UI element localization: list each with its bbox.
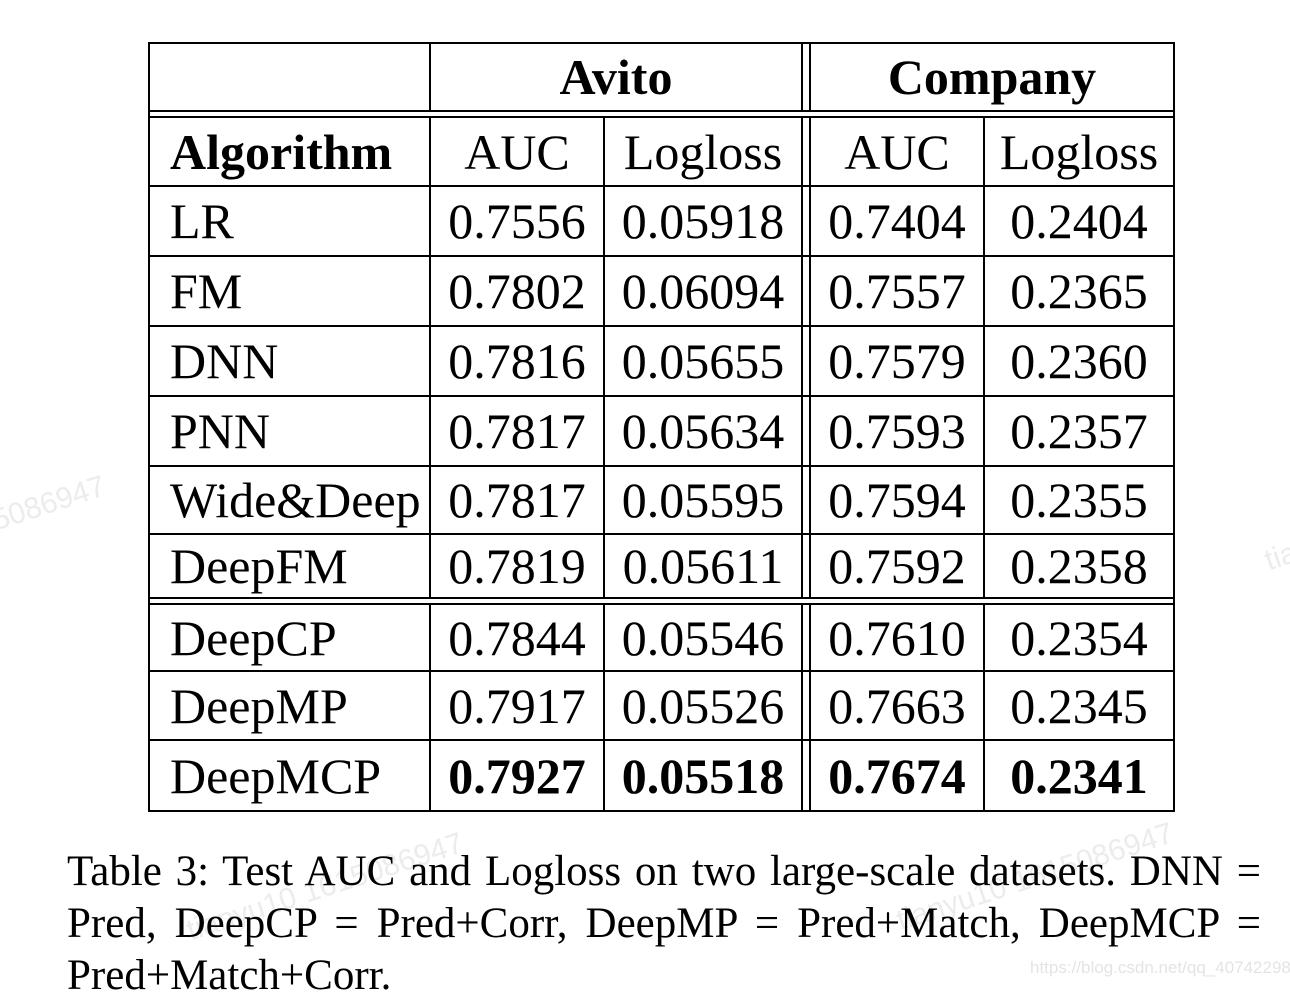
algorithm-name: DeepMP xyxy=(150,672,431,741)
value-avito-auc: 0.7917 xyxy=(431,672,605,741)
double-rule-spacer xyxy=(801,397,811,467)
column-header-company-logloss: Logloss xyxy=(985,118,1173,187)
watermark-user-text: tianyu10 1615086947 xyxy=(0,469,110,591)
value-company-auc: 0.7592 xyxy=(811,535,985,597)
value-company-logloss: 0.2365 xyxy=(985,257,1173,327)
double-rule-spacer xyxy=(801,672,811,741)
value-avito-auc: 0.7817 xyxy=(431,467,605,535)
value-avito-auc: 0.7802 xyxy=(431,257,605,327)
value-company-auc: 0.7557 xyxy=(811,257,985,327)
value-avito-auc: 0.7844 xyxy=(431,605,605,672)
value-company-logloss: 0.2357 xyxy=(985,397,1173,467)
algorithm-name: Wide&Deep xyxy=(150,467,431,535)
value-avito-auc: 0.7816 xyxy=(431,327,605,397)
value-avito-auc-best: 0.7927 xyxy=(431,741,605,810)
value-avito-auc: 0.7819 xyxy=(431,535,605,597)
value-company-auc: 0.7593 xyxy=(811,397,985,467)
caption-line: Table 3: Test AUC and Logloss on two lar… xyxy=(67,848,1261,895)
value-avito-logloss: 0.05611 xyxy=(622,538,784,594)
caption-line: Pred+Match+Corr. xyxy=(67,952,392,996)
value-avito-logloss: 0.05918 xyxy=(605,187,801,257)
value-avito-logloss-best: 0.05518 xyxy=(621,747,785,804)
value-avito-logloss: 0.05546 xyxy=(605,605,801,672)
value-company-logloss: 0.2354 xyxy=(985,605,1173,672)
column-header-avito-logloss: Logloss xyxy=(605,118,801,187)
value-company-auc: 0.7404 xyxy=(811,187,985,257)
value-company-logloss: 0.2358 xyxy=(1010,538,1148,594)
value-avito-logloss: 0.05595 xyxy=(605,467,801,535)
corner-empty-cell xyxy=(150,44,431,110)
double-rule-spacer xyxy=(801,535,811,597)
algorithm-name: DeepMCP xyxy=(150,741,431,810)
algorithm-name: DeepFM xyxy=(150,535,431,597)
value-avito-auc: 0.7556 xyxy=(431,187,605,257)
value-company-logloss-best: 0.2341 xyxy=(1010,747,1148,804)
results-table: Avito Company Algorithm AUC Logloss AUC … xyxy=(148,42,1175,812)
watermark-user-text: tianyu10 1615086947 xyxy=(1260,457,1290,578)
value-company-logloss: 0.2360 xyxy=(985,327,1173,397)
algorithm-name: PNN xyxy=(150,397,431,467)
column-header-algorithm: Algorithm xyxy=(150,118,431,187)
value-company-logloss: 0.2404 xyxy=(985,187,1173,257)
value-company-logloss: 0.2345 xyxy=(985,672,1173,741)
value-company-auc: 0.7579 xyxy=(811,327,985,397)
column-header-company-auc: AUC xyxy=(811,118,985,187)
value-avito-auc: 0.7817 xyxy=(431,397,605,467)
value-avito-logloss: 0.05655 xyxy=(605,327,801,397)
algorithm-name: DeepCP xyxy=(150,605,431,672)
group-header-avito: Avito xyxy=(559,49,673,105)
double-rule-horizontal xyxy=(150,110,1173,118)
caption-line: Pred, DeepCP = Pred+Corr, DeepMP = Pred+… xyxy=(67,900,1261,947)
value-avito-logloss: 0.06094 xyxy=(605,257,801,327)
value-company-auc: 0.7610 xyxy=(811,605,985,672)
algorithm-name: LR xyxy=(150,187,431,257)
value-company-auc: 0.7594 xyxy=(811,467,985,535)
double-rule-horizontal xyxy=(150,597,1173,605)
value-company-logloss: 0.2355 xyxy=(985,467,1173,535)
value-company-auc: 0.7663 xyxy=(811,672,985,741)
double-rule-spacer xyxy=(801,741,811,810)
column-header-avito-auc: AUC xyxy=(431,118,605,187)
group-header-company: Company xyxy=(887,49,1097,105)
value-avito-logloss: 0.05634 xyxy=(605,397,801,467)
double-rule-spacer xyxy=(801,118,811,187)
value-avito-logloss: 0.05526 xyxy=(605,672,801,741)
double-rule-spacer xyxy=(801,187,811,257)
value-company-auc-best: 0.7674 xyxy=(811,741,985,810)
double-rule-spacer xyxy=(801,327,811,397)
double-rule-spacer xyxy=(801,257,811,327)
double-rule-spacer xyxy=(801,467,811,535)
double-rule-spacer xyxy=(801,44,811,110)
algorithm-name: DNN xyxy=(150,327,431,397)
table-caption: Table 3: Test AUC and Logloss on two lar… xyxy=(67,846,1261,996)
algorithm-name: FM xyxy=(150,257,431,327)
double-rule-spacer xyxy=(801,605,811,672)
